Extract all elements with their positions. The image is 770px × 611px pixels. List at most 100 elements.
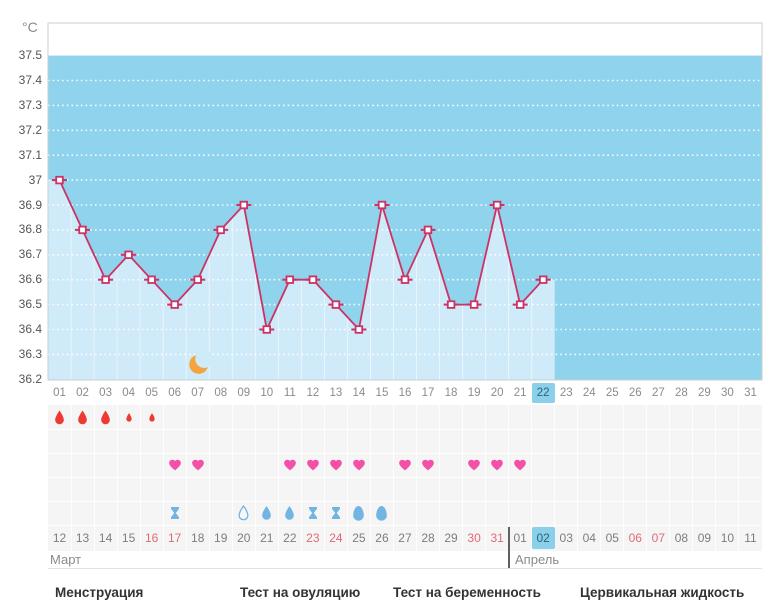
- temperature-chart: [47, 22, 763, 381]
- calendar-column-line: [93, 405, 95, 551]
- calendar-column-line: [231, 405, 233, 551]
- cycle-day-label[interactable]: 03: [99, 387, 112, 399]
- cycle-day-label[interactable]: 04: [122, 387, 135, 399]
- calendar-date[interactable]: 30: [467, 531, 481, 545]
- cycle-day-label[interactable]: 15: [375, 387, 389, 399]
- calendar-row-line: [48, 525, 762, 526]
- cycle-day-label[interactable]: 18: [444, 387, 458, 399]
- cycle-day-label[interactable]: 23: [559, 387, 573, 399]
- calendar-date[interactable]: 14: [98, 531, 113, 545]
- calendar-column-line: [669, 405, 671, 551]
- cycle-day-label[interactable]: 24: [582, 387, 596, 399]
- calendar-date[interactable]: 25: [352, 531, 366, 545]
- cycle-day-label[interactable]: 21: [513, 387, 527, 399]
- calendar-date[interactable]: 15: [121, 531, 136, 545]
- legend-pregnancy-test: Тест на беременность: [393, 585, 541, 600]
- calendar-date[interactable]: 01: [513, 531, 527, 545]
- cycle-day-label[interactable]: 12: [306, 387, 320, 399]
- cycle-day-label[interactable]: 09: [237, 387, 251, 399]
- y-axis-tick: 36.2: [18, 371, 42, 386]
- cycle-day-label[interactable]: 26: [628, 387, 642, 399]
- calendar-column-line: [439, 405, 441, 551]
- cycle-day-label[interactable]: 29: [698, 387, 711, 399]
- calendar-date[interactable]: 31: [490, 531, 504, 545]
- cycle-day-label[interactable]: 31: [744, 387, 757, 399]
- calendar-column-line: [462, 405, 464, 551]
- calendar-date[interactable]: 20: [237, 531, 251, 545]
- calendar-row-line: [48, 429, 762, 430]
- calendar-date[interactable]: 10: [720, 531, 735, 545]
- cycle-day-label[interactable]: 25: [605, 387, 619, 399]
- calendar-date[interactable]: 04: [582, 531, 596, 545]
- cycle-day-label[interactable]: 19: [467, 387, 481, 399]
- calendar-date[interactable]: 08: [674, 531, 689, 545]
- cycle-day-label[interactable]: 08: [214, 387, 228, 399]
- calendar-column-line: [70, 405, 72, 551]
- cycle-day-label[interactable]: 20: [490, 387, 504, 399]
- calendar-date[interactable]: 09: [697, 531, 712, 545]
- y-axis-tick: 36.6: [18, 272, 42, 287]
- cycle-day-label[interactable]: 05: [145, 387, 159, 399]
- cycle-day-label[interactable]: 11: [283, 387, 296, 399]
- legend-menstruation: Менструация: [55, 585, 144, 600]
- cycle-day-label[interactable]: 16: [398, 387, 412, 399]
- month-label-march: Март: [50, 552, 82, 567]
- heart-icon: [163, 453, 186, 477]
- calendar-date[interactable]: 27: [398, 531, 412, 545]
- y-axis-tick: 36.5: [18, 297, 42, 312]
- calendar-date[interactable]: 26: [375, 531, 389, 545]
- calendar-date[interactable]: 17: [167, 531, 182, 545]
- cycle-day-label[interactable]: 02: [76, 387, 89, 399]
- calendar-date[interactable]: 24: [329, 531, 343, 545]
- calendar-row-line: [48, 453, 762, 454]
- tracking-calendar: 12 13 14 15 16 17 18 19 20 21 22 23 24 25 26 27 28 29 30 31…: [48, 405, 762, 551]
- calendar-date[interactable]: 16: [144, 531, 159, 545]
- cycle-day-label[interactable]: 28: [674, 387, 688, 399]
- cycle-day-label[interactable]: 07: [191, 387, 205, 399]
- calendar-date[interactable]: 02: [531, 527, 555, 549]
- data-point: [443, 300, 459, 309]
- calendar-date[interactable]: 07: [651, 531, 666, 545]
- calendar-date[interactable]: 13: [75, 531, 90, 545]
- calendar-date[interactable]: 06: [628, 531, 642, 545]
- data-point: [121, 250, 137, 259]
- cycle-day-label[interactable]: 10: [260, 387, 274, 399]
- calendar-date[interactable]: 18: [191, 531, 205, 545]
- calendar-column-line: [738, 405, 740, 551]
- calendar-column-line: [162, 405, 164, 551]
- calendar-date[interactable]: 11: [744, 531, 757, 545]
- data-point: [144, 275, 160, 284]
- calendar-date[interactable]: 29: [444, 531, 458, 545]
- y-axis-tick: 37: [28, 172, 42, 187]
- month-divider-line: [508, 527, 510, 568]
- data-point: [305, 275, 321, 284]
- cycle-day-label[interactable]: 14: [352, 387, 366, 399]
- drop-icon: [94, 405, 117, 429]
- cycle-day-label[interactable]: 17: [421, 387, 435, 399]
- calendar-date[interactable]: 05: [605, 531, 619, 545]
- y-axis-tick: 37.2: [18, 122, 42, 137]
- data-point: [75, 225, 90, 235]
- y-axis-tick: 37.3: [18, 97, 42, 112]
- cycle-day-label[interactable]: 06: [168, 387, 182, 399]
- data-point: [420, 225, 436, 235]
- data-point: [535, 275, 551, 284]
- heart-icon: [301, 453, 324, 477]
- cycle-day-label[interactable]: 01: [53, 387, 66, 399]
- calendar-date[interactable]: 22: [283, 531, 297, 545]
- cycle-day-label[interactable]: 13: [329, 387, 343, 399]
- calendar-date[interactable]: 12: [52, 531, 67, 545]
- calendar-column-line: [254, 405, 256, 551]
- cycle-day-label[interactable]: 30: [721, 387, 734, 399]
- calendar-date[interactable]: 21: [260, 531, 274, 545]
- heart-icon: [347, 453, 370, 477]
- calendar-date[interactable]: 03: [559, 531, 573, 545]
- cycle-day-label[interactable]: 22: [531, 383, 555, 403]
- calendar-date[interactable]: 23: [306, 531, 320, 545]
- calendar-date[interactable]: 28: [421, 531, 435, 545]
- y-axis-tick: 37.1: [18, 147, 42, 162]
- cycle-day-label[interactable]: 27: [651, 387, 665, 399]
- heart-icon: [324, 453, 347, 477]
- calendar-date[interactable]: 19: [214, 531, 228, 545]
- drop-icon: [71, 405, 94, 429]
